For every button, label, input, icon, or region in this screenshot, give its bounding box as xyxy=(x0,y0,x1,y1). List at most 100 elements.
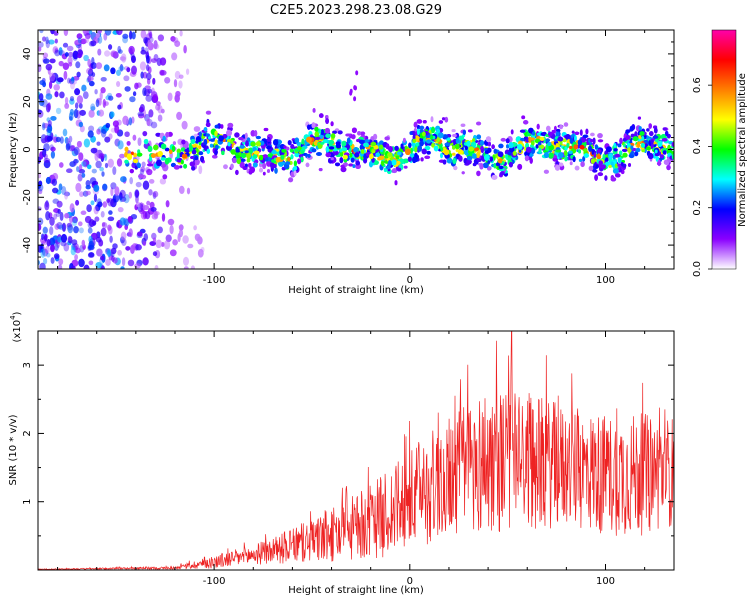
spectrogram-cell xyxy=(186,187,191,195)
spectrogram-cell xyxy=(71,218,78,227)
spectrogram-cell xyxy=(160,157,166,161)
spectrogram-cell xyxy=(98,30,103,34)
spectrogram-cell xyxy=(77,37,82,44)
spectrogram-cell xyxy=(352,164,356,168)
spectrogram-cell xyxy=(45,36,49,45)
spectrogram-cell xyxy=(620,161,624,167)
spectrogram-cell xyxy=(312,108,316,113)
spectrogram-cell xyxy=(62,62,70,70)
spectrogram-cell xyxy=(407,156,412,162)
spectrogram-cell xyxy=(368,161,374,168)
spectrogram-cell xyxy=(42,52,49,59)
spectrogram-cell xyxy=(442,159,447,165)
spectrogram-cell xyxy=(324,127,330,134)
spectrogram-cell xyxy=(524,155,529,162)
spectrogram-cell xyxy=(271,149,277,155)
spectrogram-cell xyxy=(147,39,152,47)
spectrogram-cell xyxy=(59,162,64,168)
spectrogram-cell xyxy=(133,152,138,158)
spectrogram-cell xyxy=(440,147,444,152)
spectrogram-cell xyxy=(654,153,660,157)
spectrogram-cell xyxy=(116,69,121,76)
spectrogram-cell xyxy=(95,236,102,243)
spectrogram-cell xyxy=(506,144,510,149)
spectrogram-cell xyxy=(50,257,55,264)
spectrogram-cell xyxy=(65,137,70,145)
spectrogram-cell xyxy=(46,130,52,137)
spectrogram-cell xyxy=(328,146,335,150)
spectrogram-cell xyxy=(178,165,183,169)
spectrogram-cell xyxy=(543,152,550,158)
spectrogram-cell xyxy=(148,31,153,39)
spectrogram-cell xyxy=(85,184,91,190)
spectrogram-cell xyxy=(200,155,205,163)
spectrogram-cell xyxy=(58,60,64,67)
spectrogram-cell xyxy=(363,157,368,164)
spectrogram-cell xyxy=(579,144,585,150)
spectrogram-cell xyxy=(592,137,596,145)
spectrogram-cell xyxy=(176,152,180,159)
spectrogram-cell xyxy=(545,125,551,132)
spectrogram-cell xyxy=(657,140,663,148)
spectrogram-cell xyxy=(262,162,267,170)
spectrogram-ytick-label: 40 xyxy=(22,48,33,61)
spectrogram-cell xyxy=(69,161,76,168)
spectrogram-cell xyxy=(414,146,418,153)
spectrogram-cell xyxy=(223,164,228,170)
spectrogram-cell xyxy=(43,153,48,160)
spectrogram-cell xyxy=(89,177,97,185)
spectrogram-cell xyxy=(255,135,261,140)
spectrogram-cell xyxy=(157,226,163,234)
spectrogram-cell xyxy=(121,257,126,267)
spectrogram-cell xyxy=(76,33,83,40)
spectrogram-cell xyxy=(68,236,73,244)
spectrogram-cell xyxy=(227,122,234,128)
spectrogram-cell xyxy=(184,148,191,153)
spectrogram-cell xyxy=(337,130,343,135)
spectrogram-cell xyxy=(472,162,477,167)
spectrogram-cell xyxy=(360,148,365,155)
spectrogram-cell xyxy=(205,133,210,137)
spectrogram-cell xyxy=(86,204,92,213)
spectrogram-cell xyxy=(49,58,56,64)
spectrogram-cell xyxy=(117,249,122,256)
spectrogram-cell xyxy=(648,123,652,129)
spectrogram-cell xyxy=(88,40,95,47)
spectrogram-cell xyxy=(332,130,337,134)
spectrogram-cell xyxy=(463,149,470,156)
spectrogram-cell xyxy=(129,71,137,78)
spectrogram-cell xyxy=(191,165,196,171)
spectrogram-cell xyxy=(105,122,111,128)
spectrogram-cell xyxy=(145,64,150,72)
spectrogram-cell xyxy=(194,156,199,161)
spectrogram-cell xyxy=(42,226,49,234)
spectrogram-cell xyxy=(431,142,435,148)
spectrogram-cell xyxy=(45,245,50,255)
spectrogram-cell xyxy=(294,152,300,158)
spectrogram-cell xyxy=(209,138,216,142)
spectrogram-cell xyxy=(306,136,312,143)
spectrogram-cell xyxy=(244,163,248,167)
spectrogram-cell xyxy=(87,130,94,138)
spectrogram-cell xyxy=(41,248,49,257)
spectrogram-cell xyxy=(43,233,48,242)
spectrogram-cell xyxy=(557,152,564,159)
spectrogram-cell xyxy=(420,157,424,162)
spectrogram-cell xyxy=(311,122,316,129)
spectrogram-cell xyxy=(152,190,159,198)
spectrogram-cell xyxy=(497,151,504,158)
spectrogram-cell xyxy=(103,32,108,41)
spectrogram-cell xyxy=(100,255,105,261)
spectrogram-cell xyxy=(402,158,409,164)
spectrogram-cell xyxy=(77,53,82,59)
spectrogram-cell xyxy=(252,147,257,152)
spectrogram-cell xyxy=(45,176,51,185)
spectrogram-cell xyxy=(297,158,302,165)
spectrogram-cell xyxy=(187,243,194,249)
spectrogram-cell xyxy=(100,87,106,94)
spectrogram-cell xyxy=(288,177,294,183)
spectrogram-cell xyxy=(574,131,580,136)
spectrogram-cell xyxy=(650,139,654,145)
spectrogram-cell xyxy=(484,147,488,151)
spectrogram-cell xyxy=(178,229,184,238)
